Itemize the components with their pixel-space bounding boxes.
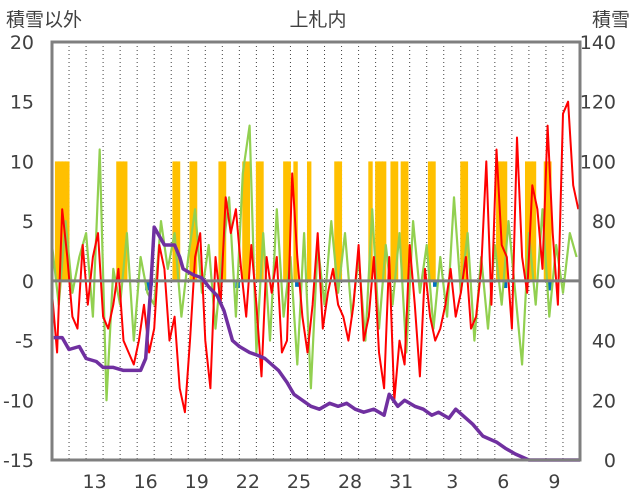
sunshine-bar bbox=[547, 161, 552, 281]
sunshine-bar bbox=[245, 161, 251, 281]
left-tick-label: -15 bbox=[3, 450, 34, 472]
left-tick-label: 10 bbox=[10, 151, 34, 173]
precipitation-bar bbox=[547, 280, 552, 291]
x-tick-labels: 13 16 19 22 25 28 31 3 6 9 bbox=[82, 471, 560, 493]
left-tick-labels: 20 15 10 5 0 -5 -10 -15 bbox=[3, 32, 34, 472]
sunshine-bar bbox=[58, 161, 63, 281]
sunshine-bar bbox=[306, 161, 312, 281]
sunshine-bar bbox=[334, 161, 339, 281]
sunshine-bar bbox=[259, 161, 264, 281]
sunshine-bar bbox=[496, 161, 501, 281]
right-tick-label: 80 bbox=[592, 211, 616, 233]
sunshine-bar bbox=[499, 161, 504, 281]
sunshine-bar bbox=[404, 161, 409, 281]
x-tick-label: 13 bbox=[82, 471, 106, 493]
precipitation-bar bbox=[145, 280, 150, 291]
precipitation-bar bbox=[295, 280, 300, 287]
sunshine-bar bbox=[375, 161, 380, 281]
right-axis-label: 積雪 bbox=[592, 9, 630, 31]
left-tick-label: 5 bbox=[22, 211, 34, 233]
left-tick-label: 15 bbox=[10, 92, 34, 114]
right-tick-label: 100 bbox=[580, 151, 616, 173]
right-tick-label: 40 bbox=[592, 331, 616, 353]
right-tick-label: 60 bbox=[592, 271, 616, 293]
sunshine-bar bbox=[172, 161, 177, 281]
sunshine-bar bbox=[242, 161, 247, 281]
sunshine-bar bbox=[119, 161, 125, 281]
right-tick-label: 0 bbox=[604, 450, 616, 472]
left-tick-label: 20 bbox=[10, 32, 34, 54]
left-axis-label: 積雪以外 bbox=[6, 9, 82, 31]
sunshine-bar bbox=[393, 161, 399, 281]
left-tick-label: -5 bbox=[15, 331, 34, 353]
series-lines bbox=[50, 100, 580, 462]
precipitation-bar bbox=[433, 280, 438, 287]
sunshine-bar bbox=[463, 161, 469, 281]
x-tick-label: 31 bbox=[389, 471, 413, 493]
x-tick-label: 3 bbox=[446, 471, 458, 493]
x-tick-label: 25 bbox=[287, 471, 311, 493]
right-tick-label: 20 bbox=[592, 390, 616, 412]
sunshine-bar bbox=[65, 161, 70, 281]
left-tick-label: -10 bbox=[3, 390, 34, 412]
sunshine-bar bbox=[431, 161, 436, 281]
sunshine-bar bbox=[381, 161, 387, 281]
sunshine-bar bbox=[123, 161, 128, 281]
sunshine-bar bbox=[54, 161, 60, 281]
precipitation-bar bbox=[502, 280, 508, 289]
sunshine-bar bbox=[427, 161, 433, 281]
sunshine-bar bbox=[189, 161, 194, 281]
sunshine-bar bbox=[218, 161, 223, 281]
left-tick-label: 0 bbox=[22, 271, 34, 293]
wind-line bbox=[50, 124, 578, 402]
sunshine-bar bbox=[525, 161, 530, 281]
x-tick-label: 6 bbox=[497, 471, 509, 493]
x-tick-label: 19 bbox=[185, 471, 209, 493]
x-tick-label: 9 bbox=[548, 471, 560, 493]
sunshine-bar bbox=[283, 161, 288, 281]
x-tick-label: 16 bbox=[134, 471, 158, 493]
sunshine-bar bbox=[378, 161, 383, 281]
right-tick-labels: 140 120 100 80 60 40 20 0 bbox=[580, 32, 616, 472]
sunshine-bar bbox=[337, 161, 343, 281]
sunshine-bar bbox=[531, 161, 537, 281]
sunshine-bar bbox=[286, 161, 291, 281]
sunshine-bar bbox=[175, 161, 181, 281]
sunshine-bar bbox=[460, 161, 465, 281]
chart-title: 上札内 bbox=[289, 9, 346, 31]
right-tick-label: 120 bbox=[580, 92, 616, 114]
frame-border bbox=[50, 40, 582, 462]
sunshine-bar bbox=[502, 161, 508, 281]
sunshine-bar bbox=[400, 161, 406, 281]
x-tick-label: 28 bbox=[338, 471, 362, 493]
sunshine-bar bbox=[543, 161, 549, 281]
x-tick-label: 22 bbox=[236, 471, 260, 493]
snow-depth-line bbox=[53, 225, 580, 462]
right-tick-label: 140 bbox=[580, 32, 616, 54]
plot-frame bbox=[50, 40, 582, 462]
sunshine-bar bbox=[116, 161, 121, 281]
sunshine-bar bbox=[390, 161, 395, 281]
sunshine-bar bbox=[255, 161, 261, 281]
